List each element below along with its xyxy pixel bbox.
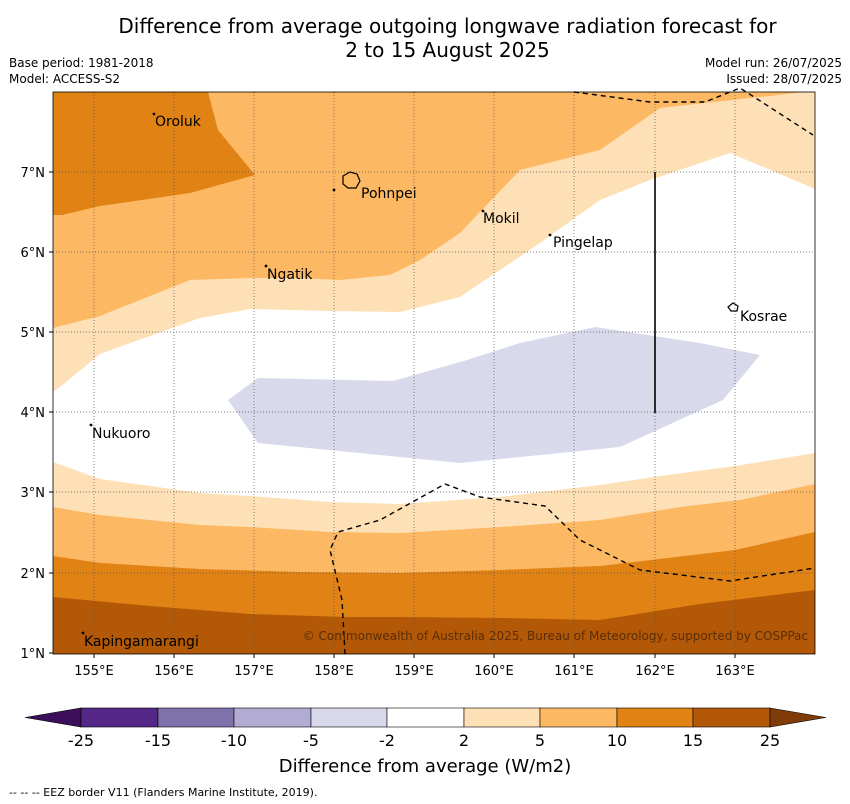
lat-tick-label: 6°N xyxy=(21,246,46,261)
meta-right: Model run: 26/07/2025 Issued: 28/07/2025 xyxy=(705,55,842,87)
copyright-notice: © Commonwealth of Australia 2025, Bureau… xyxy=(303,629,808,643)
model-run: Model run: 26/07/2025 xyxy=(704,56,842,70)
base-period: Base period: 1981-2018 xyxy=(9,56,154,70)
colorbar-swatch xyxy=(539,707,618,728)
grid xyxy=(53,92,815,654)
colorbar-tick: -15 xyxy=(144,731,172,750)
colorbar-tick: 10 xyxy=(606,731,628,750)
colorbar-label: Difference from average (W/m2) xyxy=(278,756,572,777)
meta-left: Base period: 1981-2018 Model: ACCESS-S2 xyxy=(9,55,154,87)
band-10-15-north xyxy=(53,92,255,215)
colorbar-swatch xyxy=(233,707,312,728)
colorbar-tick: -2 xyxy=(379,731,395,750)
colorbar-swatch xyxy=(310,707,388,728)
colorbar-tick: -5 xyxy=(303,731,319,750)
colorbar-swatch xyxy=(80,707,159,728)
colorbar-tick: 5 xyxy=(534,731,546,750)
place-label: Nukuoro xyxy=(92,426,150,442)
colorbar-swatch xyxy=(157,707,235,728)
lat-tick-label: 7°N xyxy=(21,166,46,181)
lat-tick-label: 2°N xyxy=(21,567,46,582)
place-label: Ngatik xyxy=(267,267,313,283)
title-line-1: Difference from average outgoing longwav… xyxy=(118,14,777,38)
pohnpei-island-icon xyxy=(342,171,361,189)
map-frame xyxy=(52,91,816,655)
kosrae-island-icon xyxy=(727,302,739,312)
colorbar-tick: 2 xyxy=(458,731,470,750)
lon-tick-labels: 155°E 156°E 157°E 158°E 159°E 160°E 161°… xyxy=(74,664,755,679)
place-label: Kosrae xyxy=(740,309,787,325)
issued-date: Issued: 28/07/2025 xyxy=(726,72,842,86)
lon-tick-label: 162°E xyxy=(635,664,675,679)
colorbar xyxy=(24,707,827,728)
eez-border-lines xyxy=(329,87,816,655)
band-5-10-north xyxy=(53,92,805,328)
lon-tick-label: 160°E xyxy=(474,664,514,679)
lon-tick-marks xyxy=(93,654,736,658)
colorbar-tick: 25 xyxy=(759,731,781,750)
colorbar-tick: 15 xyxy=(682,731,704,750)
place-label: Oroluk xyxy=(155,114,202,130)
place-label: Pohnpei xyxy=(361,186,417,202)
colorbar-swatch xyxy=(463,707,541,728)
model-name: Model: ACCESS-S2 xyxy=(9,72,121,86)
lon-tick-label: 163°E xyxy=(715,664,755,679)
lat-tick-labels: 7°N 6°N 5°N 4°N 3°N 2°N 1°N xyxy=(21,166,46,662)
colorbar-tick: -25 xyxy=(67,731,95,750)
lat-tick-marks xyxy=(49,171,53,654)
lon-tick-label: 155°E xyxy=(74,664,114,679)
lat-tick-label: 3°N xyxy=(21,486,46,501)
place-label: Mokil xyxy=(483,211,520,227)
colorbar-swatch xyxy=(386,707,465,728)
lon-tick-label: 157°E xyxy=(234,664,274,679)
map-title: Difference from average outgoing longwav… xyxy=(0,14,850,62)
lon-tick-label: 161°E xyxy=(554,664,594,679)
title-line-2: 2 to 15 August 2025 xyxy=(345,38,550,62)
lon-tick-label: 156°E xyxy=(154,664,194,679)
lon-tick-label: 158°E xyxy=(314,664,354,679)
place-labels: Oroluk Pohnpei Mokil Pingelap Ngatik Kos… xyxy=(84,114,787,650)
colorbar-tick: -10 xyxy=(220,731,248,750)
lat-tick-label: 5°N xyxy=(21,326,46,341)
contour-fields xyxy=(53,92,815,654)
colorbar-swatch xyxy=(616,707,694,728)
lat-tick-label: 1°N xyxy=(21,647,46,662)
colorbar-swatch xyxy=(692,707,771,728)
colorbar-min-extend xyxy=(24,707,82,728)
place-label: Kapingamarangi xyxy=(84,634,199,650)
eez-legend-note: -- -- -- EEZ border V11 (Flanders Marine… xyxy=(9,786,318,799)
colorbar-max-extend xyxy=(769,707,827,728)
lat-tick-label: 4°N xyxy=(21,406,46,421)
place-label: Pingelap xyxy=(553,235,613,251)
lon-tick-label: 159°E xyxy=(394,664,434,679)
islands xyxy=(81,112,739,635)
